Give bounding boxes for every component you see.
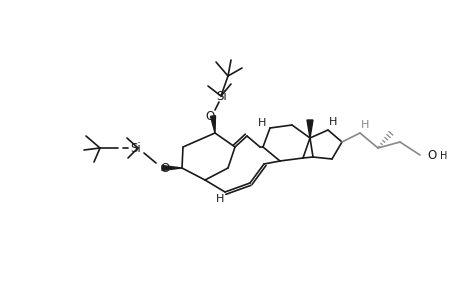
Text: H: H <box>439 151 447 161</box>
Polygon shape <box>306 120 312 138</box>
Text: Si: Si <box>130 142 141 154</box>
Text: O: O <box>160 161 169 175</box>
Polygon shape <box>210 116 215 133</box>
Text: H: H <box>257 118 266 128</box>
Text: H: H <box>215 194 224 204</box>
Text: O: O <box>426 148 436 161</box>
Text: H: H <box>360 120 369 130</box>
Text: Si: Si <box>216 89 227 103</box>
Polygon shape <box>162 166 182 170</box>
Text: H: H <box>328 117 336 127</box>
Text: O: O <box>205 110 214 122</box>
